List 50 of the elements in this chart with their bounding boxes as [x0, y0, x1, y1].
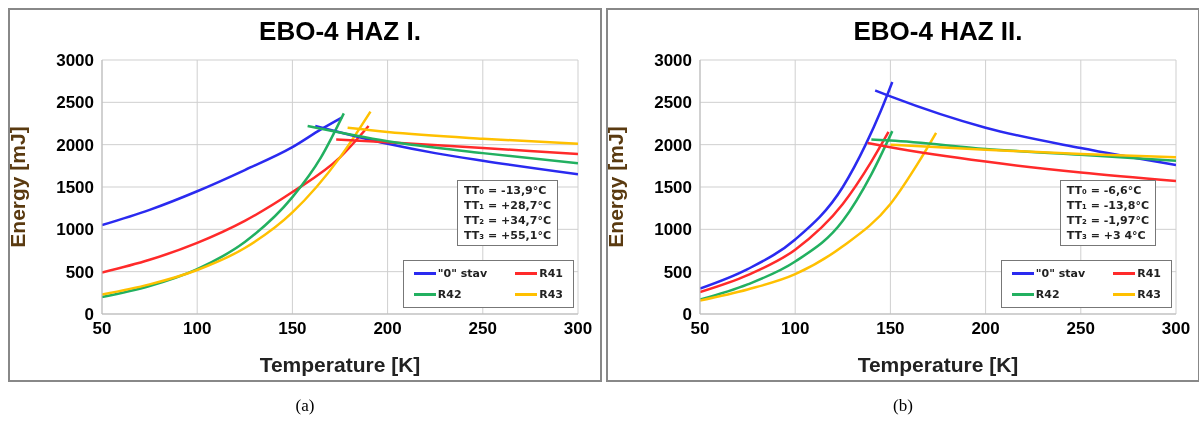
y-tick-label: 1500: [56, 178, 94, 198]
annotation: TT₁ = +28,7°C: [464, 198, 551, 213]
x-axis-title: Temperature [K]: [259, 353, 421, 376]
x-tick-label: 50: [690, 319, 710, 339]
annotation: TT₃ = +3 4°C: [1066, 228, 1147, 243]
x-tick-label: 100: [781, 319, 810, 339]
legend-label: "0" stav: [437, 267, 488, 280]
chart-title: EBO-4 HAZ II.: [852, 16, 1024, 47]
x-tick-label: 150: [876, 319, 905, 339]
y-tick-label: 1000: [654, 220, 692, 240]
y-tick-label: 0: [682, 305, 692, 325]
y-tick-label: 500: [65, 262, 94, 282]
annotation: TT₂ = -1,97°C: [1066, 213, 1149, 228]
x-tick-label: 200: [373, 319, 402, 339]
legend-label: R41: [539, 267, 563, 280]
annotation: TT₀ = -13,9°C: [464, 183, 548, 198]
legend-label: R42: [437, 288, 462, 301]
legend-label: R41: [1137, 267, 1161, 280]
y-tick-label: 2000: [56, 135, 94, 155]
x-axis-title: Temperature [K]: [857, 353, 1019, 376]
legend-label: R43: [1137, 288, 1161, 301]
y-tick-label: 0: [84, 305, 94, 325]
x-tick-label: 150: [278, 319, 307, 339]
annotation: TT₁ = -13,8°C: [1066, 198, 1149, 213]
legend-label: R42: [1035, 288, 1060, 301]
x-tick-label: 50: [92, 319, 112, 339]
x-tick-label: 300: [1161, 319, 1191, 339]
legend-label: "0" stav: [1035, 267, 1086, 280]
y-tick-label: 1500: [654, 178, 692, 198]
y-axis-title: Energy [mJ]: [604, 126, 628, 248]
x-tick-label: 100: [183, 319, 212, 339]
y-tick-label: 3000: [56, 51, 94, 71]
text: (a): [294, 396, 316, 416]
x-tick-label: 250: [468, 319, 497, 339]
y-tick-label: 3000: [654, 51, 692, 71]
y-tick-label: 500: [663, 262, 692, 282]
y-axis-title: Energy [mJ]: [6, 126, 30, 248]
x-tick-label: 200: [971, 319, 1000, 339]
chart-title: EBO-4 HAZ I.: [258, 16, 422, 47]
annotation: TT₀ = -6,6°C: [1066, 183, 1143, 198]
y-tick-label: 2500: [56, 93, 94, 113]
annotation: TT₃ = +55,1°C: [464, 228, 551, 243]
x-tick-label: 300: [563, 319, 593, 339]
x-tick-label: 250: [1066, 319, 1095, 339]
y-tick-label: 2000: [654, 135, 692, 155]
y-tick-label: 2500: [654, 93, 692, 113]
annotation: TT₂ = +34,7°C: [464, 213, 551, 228]
text: (b): [892, 396, 914, 416]
legend-label: R43: [539, 288, 563, 301]
y-tick-label: 1000: [56, 220, 94, 240]
